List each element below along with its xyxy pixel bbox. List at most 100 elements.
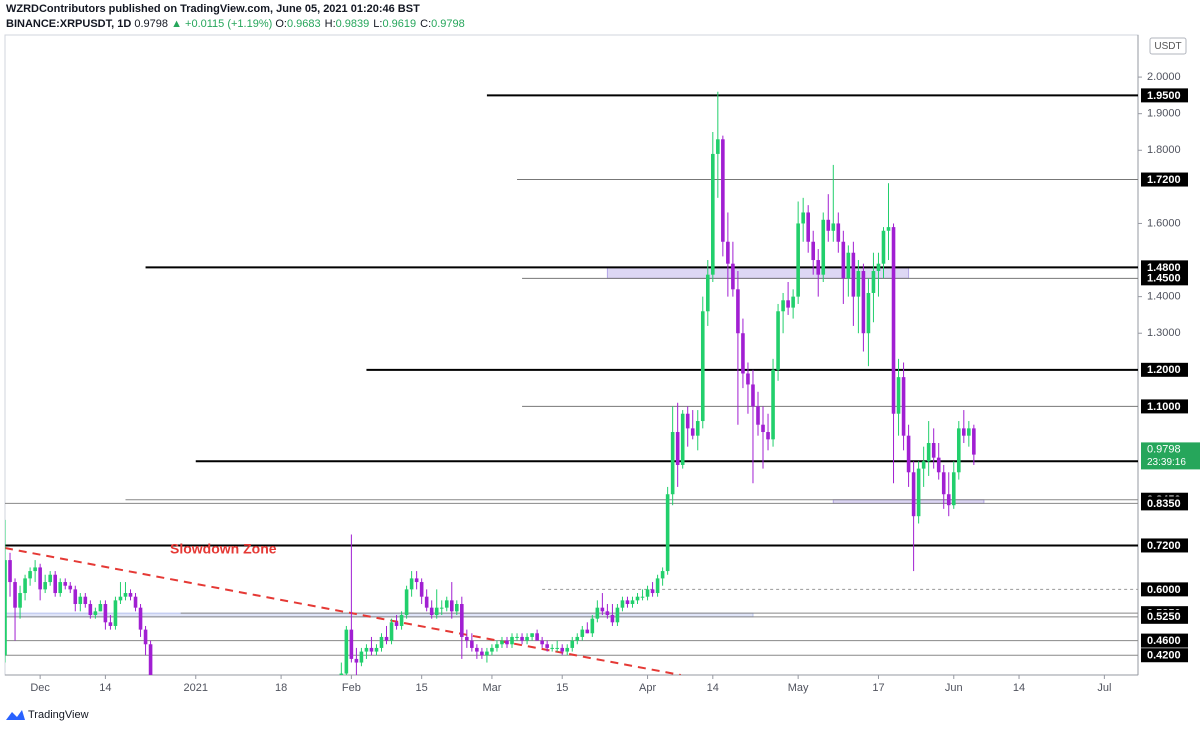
candle-body: [796, 223, 800, 297]
candle-body: [379, 636, 384, 648]
candle-body: [304, 710, 308, 711]
level-label-box: [1141, 538, 1188, 553]
candle-body: [254, 699, 258, 703]
level-label-box: [1141, 271, 1188, 286]
price: 0.9798: [134, 18, 169, 30]
candle-body: [781, 300, 785, 312]
candle-body: [48, 574, 52, 583]
candle-body: [68, 585, 73, 590]
candle-body: [143, 629, 148, 645]
candle-body: [88, 604, 93, 615]
level-label-box: [1141, 172, 1188, 187]
candle-body: [580, 629, 585, 637]
candle-body: [133, 596, 138, 608]
symbol: BINANCE:XRPUSDT, 1D: [6, 18, 132, 30]
symbol-line: BINANCE:XRPUSDT, 1D 0.9798 ▲ +0.0115 (+1…: [6, 17, 469, 32]
candle-body: [540, 640, 544, 645]
candle-body: [881, 230, 886, 264]
x-tick-label: Mar: [482, 682, 501, 694]
candle-body: [831, 223, 836, 231]
candle-body: [490, 647, 494, 652]
x-tick-label: 15: [556, 682, 568, 694]
candle-body: [229, 692, 233, 696]
candle-body: [475, 647, 479, 652]
level-label: 0.6000: [1147, 584, 1181, 596]
candle-body: [695, 421, 700, 436]
candle-body: [299, 710, 303, 714]
candle-body: [83, 596, 88, 605]
candle-body: [700, 311, 705, 422]
candle-body: [861, 271, 866, 334]
candle-body: [63, 582, 68, 586]
candle-body: [103, 604, 108, 623]
candle-body: [389, 622, 394, 641]
annotation: Slowdown Zone: [170, 541, 277, 557]
candle-body: [916, 468, 921, 517]
candle-body: [685, 413, 690, 429]
change: ▲ +0.0115 (+1.19%): [171, 18, 273, 30]
candle-body: [836, 223, 841, 242]
candle-body: [38, 567, 42, 590]
candle-body: [665, 494, 670, 572]
candle-body: [856, 271, 861, 297]
axes: Dec 14 2021 18 Feb 15 Mar 15 Apr 14 May 17 Jun 14 Jul 2…: [30, 71, 1200, 694]
x-tick-label: Apr: [639, 682, 656, 694]
y-tick-label: 2.0000: [1147, 71, 1181, 83]
last-price-box: [1141, 442, 1200, 470]
level-label-box: [1141, 496, 1188, 511]
zone: [832, 499, 985, 504]
y-tick-label: 1.4000: [1147, 291, 1181, 303]
level-label-box: [1141, 88, 1188, 103]
candle-body: [319, 710, 323, 711]
candle-body: [239, 695, 243, 706]
candle-body: [249, 703, 253, 704]
candle-body: [449, 600, 454, 612]
candle-body: [962, 428, 966, 436]
candle-body: [570, 640, 575, 648]
candle-body: [324, 710, 328, 711]
candle-body: [194, 721, 198, 728]
candle-body: [123, 593, 128, 597]
candle-body: [530, 633, 534, 637]
candle-body: [234, 692, 238, 696]
ohlc: O:0.9683 H:0.9839 L:0.9619 C:0.9798: [275, 18, 468, 30]
level-label: 1.4800: [1147, 262, 1181, 274]
candle-body: [901, 377, 906, 436]
candle-body: [816, 260, 821, 275]
candle-body: [58, 582, 63, 594]
candle-body: [28, 571, 32, 579]
candle-body: [635, 596, 640, 601]
candle-body: [444, 600, 449, 608]
ohlc-key: H:: [324, 18, 336, 30]
candle-body: [550, 647, 554, 649]
level-label-box: [1141, 609, 1188, 624]
candle-body: [359, 651, 364, 663]
candle-body: [98, 604, 103, 612]
candle-body: [18, 593, 22, 608]
candle-body: [515, 636, 519, 638]
x-tick-label: 17: [872, 682, 884, 694]
candle-body: [751, 384, 755, 407]
candle-body: [630, 600, 635, 605]
candle-body: [485, 651, 489, 656]
candle-body: [911, 472, 916, 517]
candle-body: [941, 472, 946, 495]
candle-body: [956, 428, 961, 473]
candle-body: [655, 578, 660, 594]
candle-body: [414, 578, 419, 583]
candle-body: [871, 271, 876, 293]
candle-body: [5, 560, 7, 656]
candle-body: [746, 373, 750, 385]
candle-body: [314, 710, 318, 711]
candle-body: [13, 582, 17, 608]
level-label-box: [1141, 260, 1188, 275]
candle-body: [761, 424, 765, 433]
candle-body: [936, 457, 941, 473]
candle-body: [972, 428, 976, 455]
candle-body: [309, 710, 313, 711]
level-label: 0.8350: [1147, 498, 1181, 510]
candle-body: [219, 692, 223, 710]
candle-body: [460, 604, 464, 637]
candle-body: [209, 725, 213, 726]
